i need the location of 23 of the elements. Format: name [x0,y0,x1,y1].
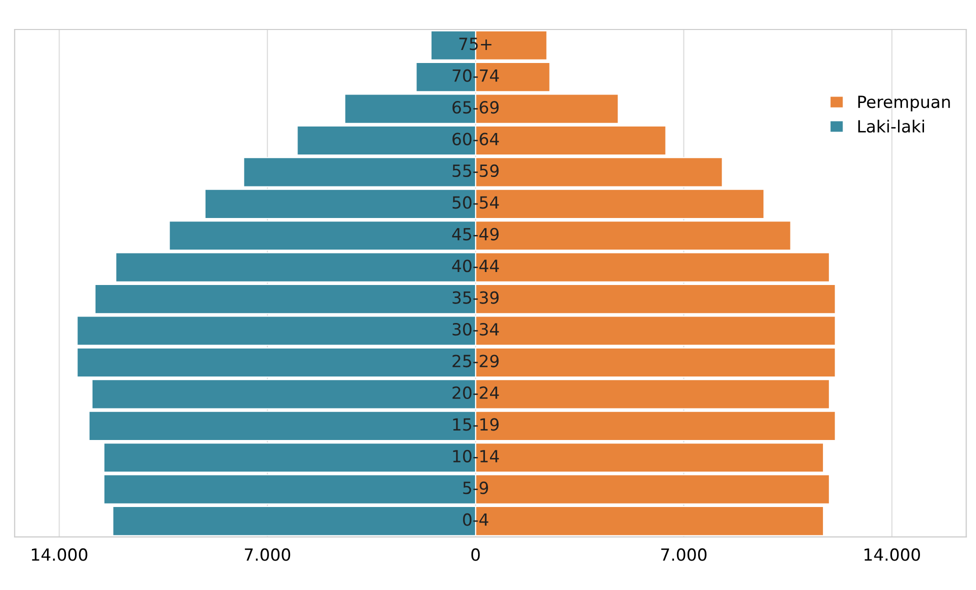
y-tick-label: 20-24 [452,386,499,400]
y-tick-label: 0-4 [463,513,488,526]
y-tick-label: 45-49 [452,228,499,240]
y-tick-label: 5-9 [463,482,488,494]
y-tick-label: 10-14 [453,450,499,462]
x-tick-label: 0 [471,548,480,561]
legend-label: Laki-laki [858,120,924,133]
y-tick-label: 60-64 [452,132,499,146]
y-tick-label: 65-69 [452,101,499,114]
y-tick-label: 25-29 [452,354,499,368]
y-tick-label: 15-19 [453,418,499,431]
y-tick-label: 30-34 [452,323,499,336]
y-tick-label: 55-59 [452,164,499,178]
x-tick-label: 14.000 [864,548,920,561]
y-tick-label: 50-54 [452,196,499,209]
legend-label: Perempuan [858,96,950,112]
x-tick-label: 14.000 [32,548,88,561]
y-tick-label: 35-39 [452,291,499,304]
x-tick-label: 7.000 [244,548,290,561]
y-tick-label: 40-44 [452,260,499,272]
x-tick-label: 7.000 [661,548,706,561]
y-tick-label: 75+ [459,38,492,50]
y-tick-label: 70-74 [452,69,499,82]
